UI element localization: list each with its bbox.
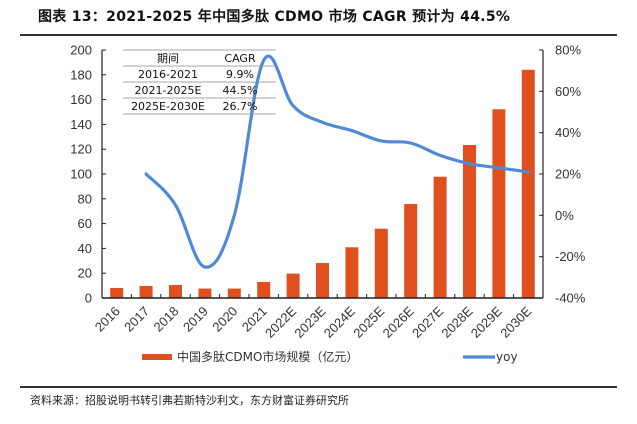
left-tick-label: 0 — [85, 291, 92, 306]
table-cell: 26.7% — [223, 100, 258, 113]
bar-2026E — [404, 204, 418, 298]
right-tick-label: -40% — [555, 291, 586, 306]
bar-2025E — [374, 228, 388, 298]
x-tick-label: 2028E — [438, 303, 475, 340]
bar-2028E — [463, 144, 476, 298]
table-cell: 2025E-2030E — [131, 100, 205, 113]
bar-2023E — [316, 263, 329, 298]
cagr-table: 期间 CAGR 2016-2021 9.9% 2021-2025E 44.5% 2025E-… — [123, 49, 276, 115]
left-tick-label: 120 — [70, 142, 92, 157]
left-tick-label: 20 — [78, 266, 92, 281]
bar-2020 — [227, 288, 241, 298]
right-tick-label: -20% — [555, 249, 586, 264]
title-divider — [20, 34, 617, 36]
x-tick-label: 2026E — [380, 303, 417, 340]
table-header: CAGR — [224, 52, 256, 65]
left-tick-label: 200 — [70, 43, 92, 58]
table-cell: 2016-2021 — [138, 68, 198, 81]
source-note: 资料来源：招股说明书转引弗若斯特沙利文，东方财富证券研究所 — [30, 394, 349, 407]
x-tick-label: 2029E — [468, 303, 505, 340]
left-tick-label: 180 — [70, 67, 92, 82]
x-tick-label: 2022E — [262, 303, 299, 340]
legend-bar-swatch — [142, 354, 172, 360]
footer-divider — [20, 386, 617, 388]
right-tick-label: 80% — [555, 43, 581, 58]
x-tick-label: 2019 — [180, 304, 211, 335]
legend: 中国多肽CDMO市场规模（亿元） yoy — [142, 349, 518, 364]
x-tick-label: 2016 — [92, 304, 123, 335]
right-tick-label: 40% — [555, 125, 581, 140]
legend-line-label: yoy — [496, 350, 518, 364]
x-tick-label: 2027E — [409, 303, 446, 340]
table-cell: 2021-2025E — [135, 84, 202, 97]
bar-2021 — [257, 282, 271, 298]
bar-2024E — [345, 247, 359, 298]
yoy-line-series — [144, 54, 530, 269]
bar-series — [110, 69, 535, 298]
bar-2027E — [433, 176, 447, 298]
left-tick-label: 160 — [70, 92, 92, 107]
x-tick-label: 2025E — [350, 303, 387, 340]
table-cell: 9.9% — [226, 68, 254, 81]
chart-title: 图表 13：2021-2025 年中国多肽 CDMO 市场 CAGR 预计为 4… — [38, 9, 511, 25]
bar-2018 — [169, 284, 182, 298]
left-tick-label: 60 — [78, 216, 92, 231]
x-tick-label: 2024E — [321, 303, 358, 340]
right-tick-label: 60% — [555, 84, 581, 99]
right-tick-label: 20% — [555, 167, 581, 182]
table-header: 期间 — [157, 52, 179, 65]
legend-bar-label: 中国多肽CDMO市场规模（亿元） — [177, 349, 358, 364]
left-tick-label: 100 — [70, 167, 92, 182]
table-cell: 44.5% — [223, 84, 258, 97]
x-tick-label: 2030E — [497, 303, 534, 340]
left-tick-label: 80 — [78, 191, 92, 206]
x-tick-label: 2017 — [121, 304, 152, 335]
x-tick-label: 2023E — [291, 303, 328, 340]
bar-2030E — [521, 69, 535, 298]
bar-2022E — [286, 273, 300, 298]
left-tick-label: 40 — [78, 241, 92, 256]
bar-2016 — [110, 287, 124, 298]
left-tick-label: 140 — [70, 117, 92, 132]
bar-2019 — [198, 288, 212, 298]
bar-2017 — [139, 285, 153, 298]
bar-2029E — [492, 109, 506, 298]
x-tick-label: 2020 — [209, 304, 240, 335]
x-tick-label: 2018 — [151, 304, 182, 335]
right-tick-label: 0% — [555, 208, 574, 223]
